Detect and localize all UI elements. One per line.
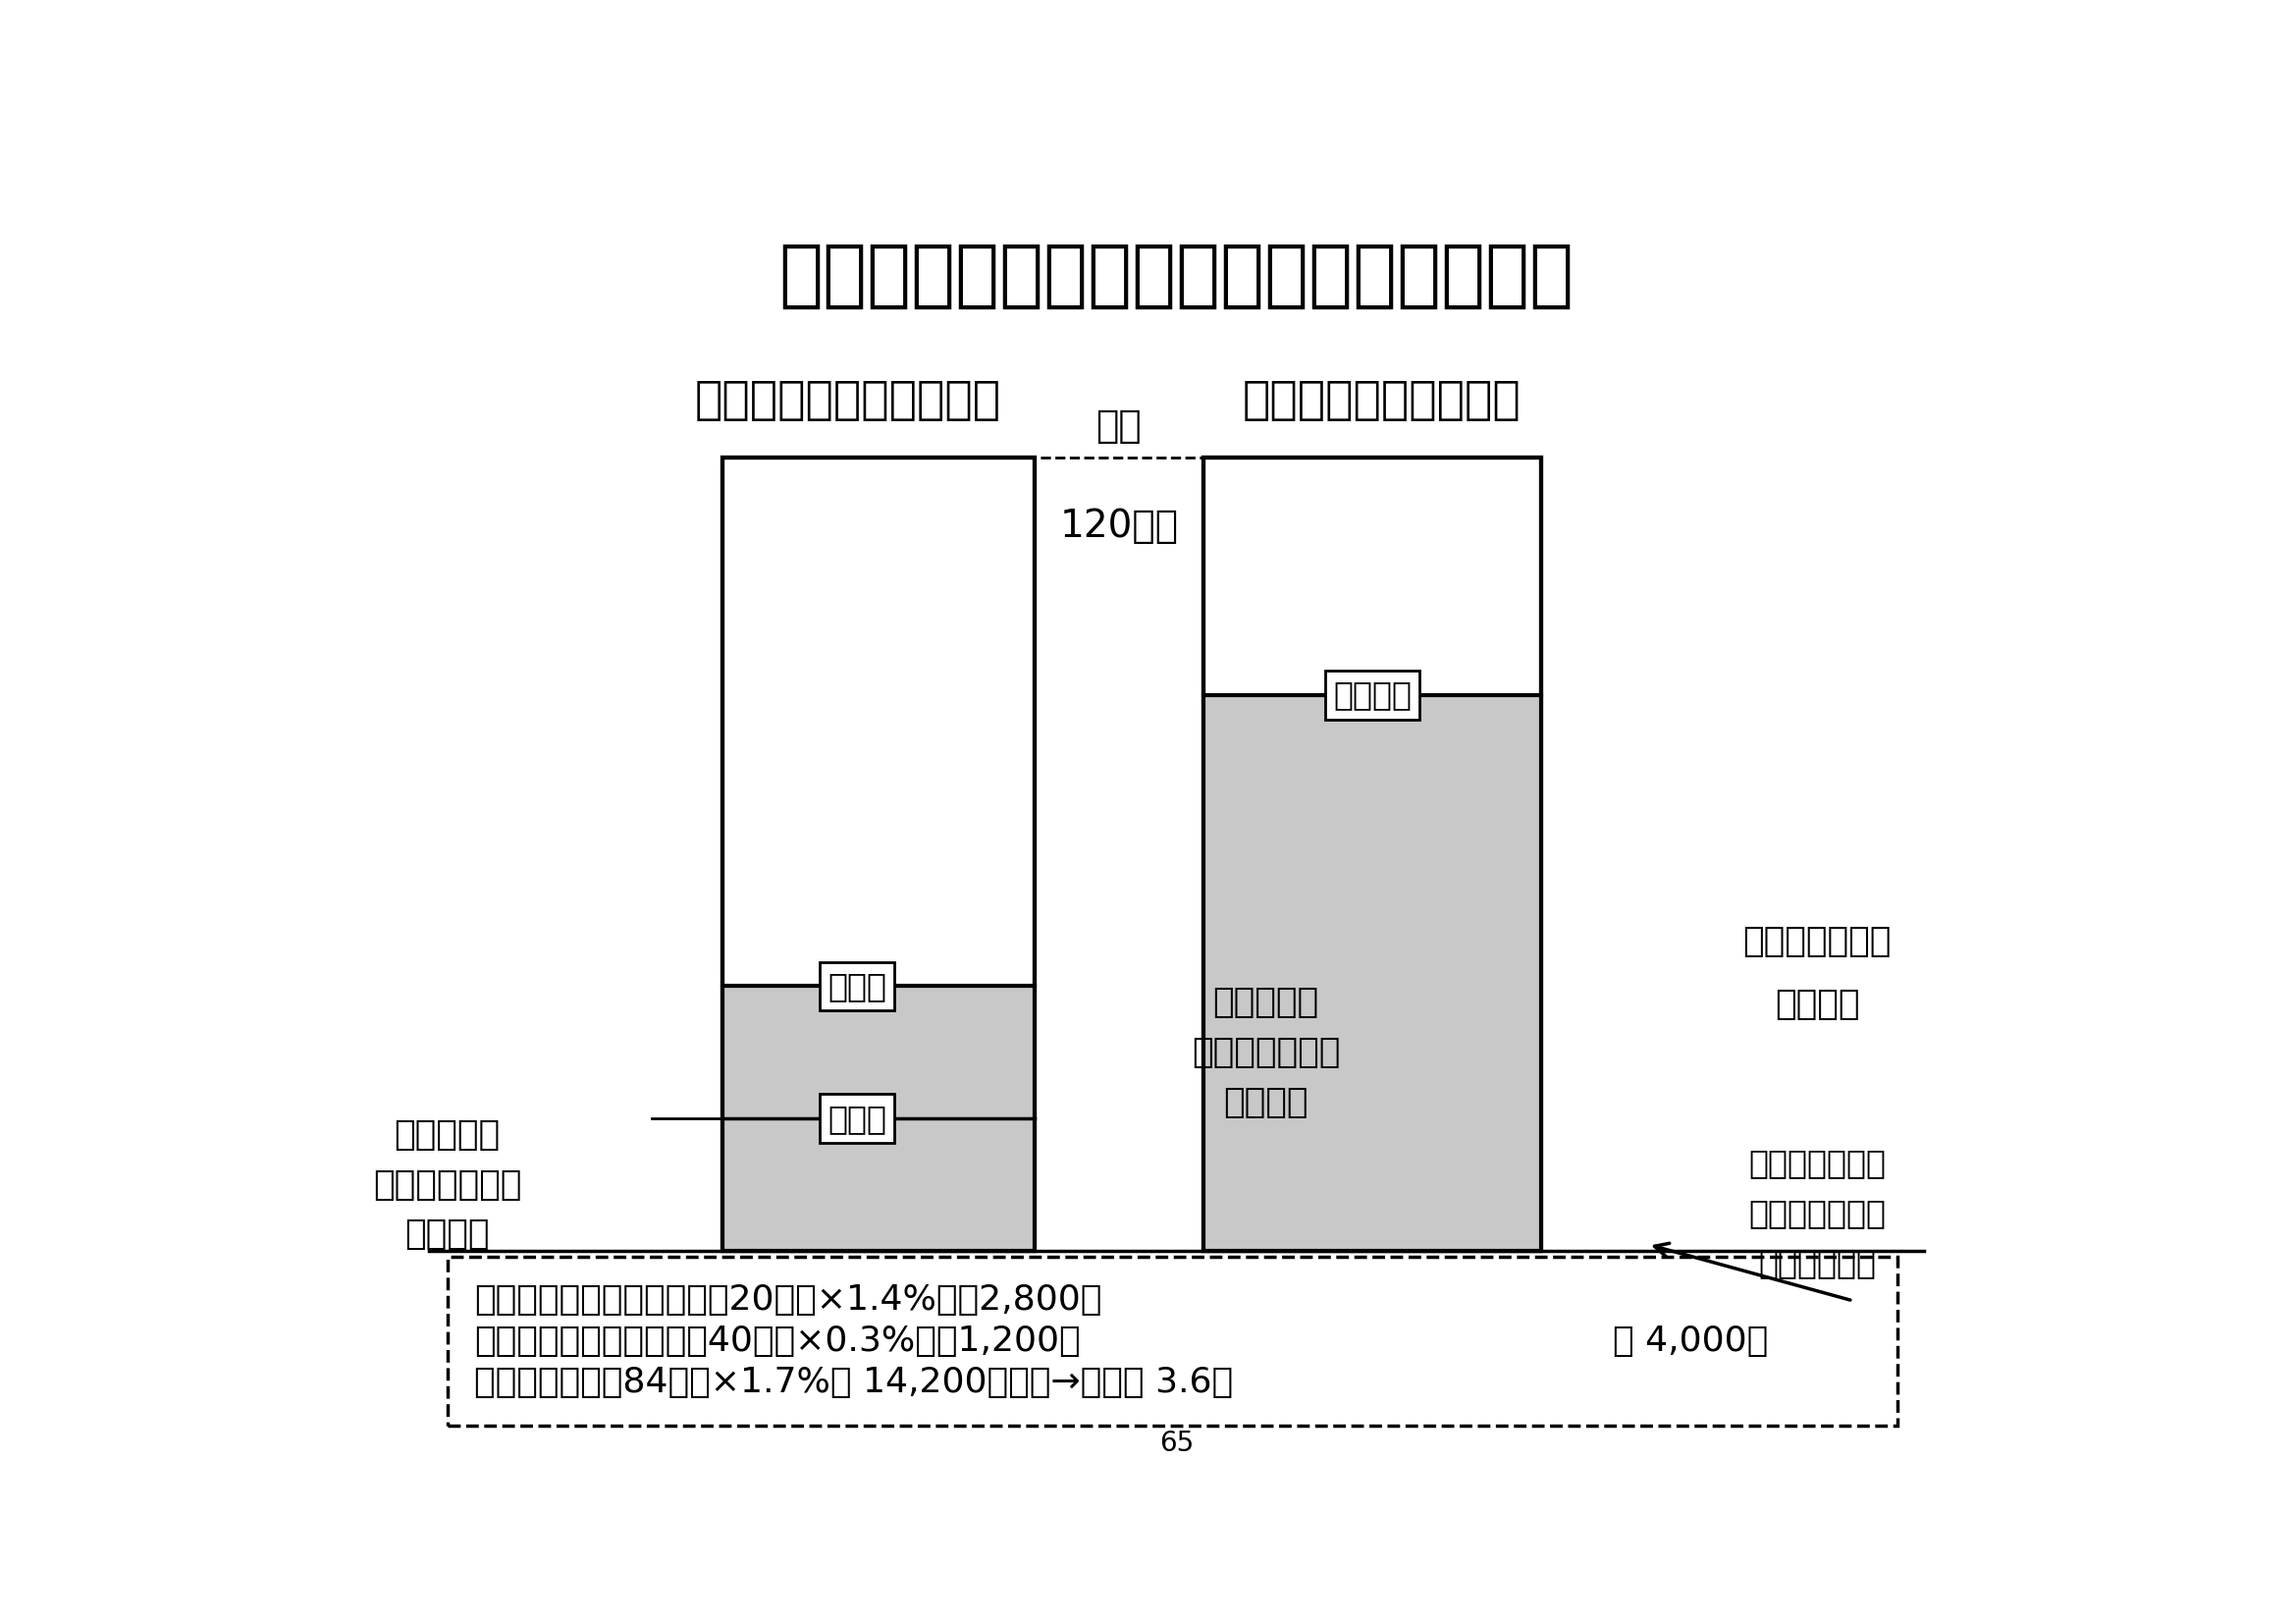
Bar — [448, 1256, 1896, 1425]
Bar — [1203, 458, 1541, 1251]
Text: 仓定した計算: 仓定した計算 — [1759, 1246, 1876, 1279]
Text: 価格: 価格 — [1095, 407, 1141, 445]
Text: 本則課税標準額: 本則課税標準額 — [1192, 1035, 1341, 1070]
Text: 120万円: 120万円 — [1058, 508, 1178, 545]
Bar — [723, 458, 1033, 1251]
Text: １／６: １／６ — [827, 1102, 886, 1134]
Text: 65: 65 — [1159, 1430, 1194, 1457]
Bar — [723, 987, 1033, 1251]
Text: １／３: １／３ — [827, 971, 886, 1003]
Text: 本則課税標準額: 本則課税標準額 — [1743, 925, 1892, 959]
Text: 本則課税標準額: 本則課税標準額 — [1750, 1147, 1885, 1180]
Text: ４０万円: ４０万円 — [1224, 1086, 1309, 1118]
Text: ８４万円: ８４万円 — [1775, 987, 1860, 1021]
Text: 上限７割: 上限７割 — [1334, 678, 1412, 711]
Text: 都市計画税　40万円×0.3%＝　1,200円: 都市計画税 40万円×0.3%＝ 1,200円 — [473, 1324, 1079, 1358]
Text: ・非住宅用地　84万円×1.7%＝ 14,200円　　→　　　 3.6倍: ・非住宅用地 84万円×1.7%＝ 14,200円 → 3.6倍 — [473, 1367, 1233, 1399]
Text: ・住宅用地　固定資産税　20万円×1.4%＝　2,800円: ・住宅用地 固定資産税 20万円×1.4%＝ 2,800円 — [473, 1284, 1102, 1316]
Text: 本則課税標準額: 本則課税標準額 — [372, 1169, 521, 1201]
Text: 住宅用地（小規模宅地）: 住宅用地（小規模宅地） — [693, 378, 1001, 424]
Text: 「更地になると税額６倍」は正しくない: 「更地になると税額６倍」は正しくない — [778, 240, 1575, 312]
Bar — [1203, 458, 1541, 1251]
Bar — [723, 458, 1033, 1251]
Text: を課税標準額と: を課税標準額と — [1750, 1198, 1885, 1230]
Text: 都市計画税: 都市計画税 — [1212, 985, 1318, 1019]
Text: 非住宅用地（商業地）: 非住宅用地（商業地） — [1242, 378, 1520, 424]
Bar — [1203, 695, 1541, 1251]
Text: ２０万円: ２０万円 — [404, 1217, 489, 1251]
Text: 計 4,000円: 計 4,000円 — [1612, 1324, 1768, 1358]
Text: 固定資産税: 固定資産税 — [395, 1118, 501, 1151]
